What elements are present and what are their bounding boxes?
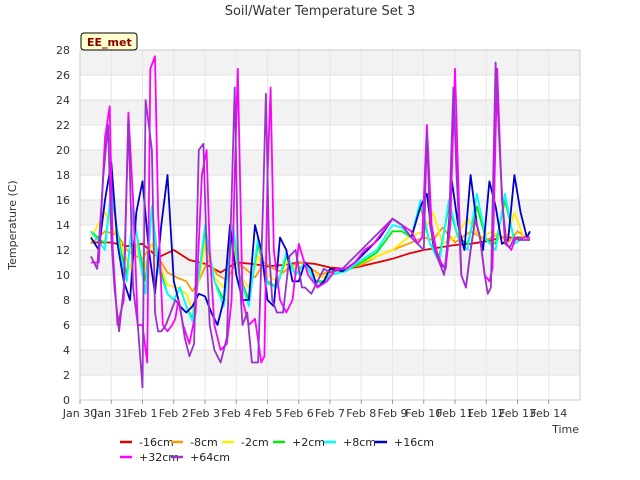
y-tick-label: 20 bbox=[56, 144, 70, 157]
legend-label--8cm[interactable]: -8cm bbox=[190, 436, 218, 449]
y-tick-label: 2 bbox=[63, 369, 70, 382]
y-tick-label: 26 bbox=[56, 69, 70, 82]
x-tick-label: Feb 11 bbox=[437, 407, 474, 420]
x-tick-label: Feb 9 bbox=[378, 407, 408, 420]
y-tick-label: 24 bbox=[56, 94, 70, 107]
legend-label-+2cm[interactable]: +2cm bbox=[292, 436, 325, 449]
x-tick-label: Jan 30 bbox=[62, 407, 97, 420]
legend-label-+16cm[interactable]: +16cm bbox=[394, 436, 434, 449]
y-tick-label: 14 bbox=[56, 219, 70, 232]
x-tick-label: Feb 4 bbox=[221, 407, 251, 420]
legend-label--2cm[interactable]: -2cm bbox=[241, 436, 269, 449]
y-tick-label: 8 bbox=[63, 294, 70, 307]
x-tick-label: Feb 5 bbox=[253, 407, 283, 420]
legend-label--16cm[interactable]: -16cm bbox=[139, 436, 174, 449]
station-badge-box bbox=[80, 32, 138, 51]
series-line-+64cm bbox=[90, 61, 530, 389]
legend[interactable]: -16cm -8cm -2cm +2cm +8cm +16cm +32cm +64cm bbox=[120, 436, 434, 464]
x-tick-label: Feb 6 bbox=[284, 407, 314, 420]
x-tick-label: Jan 31 bbox=[93, 407, 128, 420]
x-tick-label: Feb 3 bbox=[190, 407, 220, 420]
x-tick-label: Feb 14 bbox=[530, 407, 567, 420]
y-tick-label: 18 bbox=[56, 169, 70, 182]
x-tick-label: Feb 1 bbox=[128, 407, 158, 420]
x-tick-label: Feb 8 bbox=[346, 407, 376, 420]
y-tick-label: 16 bbox=[56, 194, 70, 207]
y-tick-label: 28 bbox=[56, 44, 70, 57]
series-layer bbox=[90, 55, 531, 389]
y-tick-label: 22 bbox=[56, 119, 70, 132]
legend-label-+32cm[interactable]: +32cm bbox=[139, 451, 179, 464]
x-tick-label: Feb 10 bbox=[405, 407, 442, 420]
legend-label-+8cm[interactable]: +8cm bbox=[343, 436, 376, 449]
x-axis-label: Time bbox=[551, 423, 579, 436]
x-tick-label: Feb 7 bbox=[315, 407, 345, 420]
x-tick-label: Feb 2 bbox=[159, 407, 189, 420]
y-tick-label: 12 bbox=[56, 244, 70, 257]
y-tick-label: 4 bbox=[63, 344, 70, 357]
y-tick-label: 6 bbox=[63, 319, 70, 332]
y-tick-label: 10 bbox=[56, 269, 70, 282]
x-tick-label: Feb 13 bbox=[499, 407, 536, 420]
y-axis-label: Temperature (C) bbox=[6, 180, 19, 270]
y-tick-label: 0 bbox=[63, 394, 70, 407]
legend-label-+64cm[interactable]: +64cm bbox=[190, 451, 230, 464]
chart-title: Soil/Water Temperature Set 3 bbox=[225, 4, 416, 19]
x-tick-label: Feb 12 bbox=[468, 407, 505, 420]
station-badge: EE_met bbox=[80, 32, 138, 51]
station-badge-label: EE_met bbox=[87, 36, 132, 49]
